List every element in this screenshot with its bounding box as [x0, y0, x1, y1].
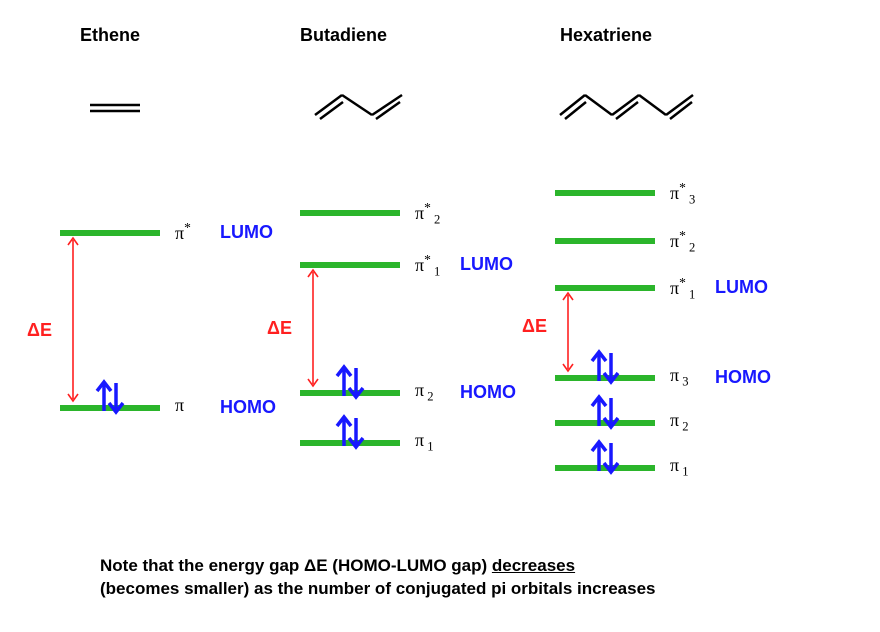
orbital-level: [300, 210, 400, 216]
homo-label: HOMO: [715, 367, 771, 388]
orbital-level: [555, 190, 655, 196]
homo-label: HOMO: [220, 397, 276, 418]
delta-e-label: ΔE: [27, 320, 52, 341]
title-butadiene: Butadiene: [300, 25, 387, 46]
lumo-label: LUMO: [460, 254, 513, 275]
delta-e-label: ΔE: [267, 318, 292, 339]
title-hexatriene: Hexatriene: [560, 25, 652, 46]
structure-hexatriene: [555, 85, 715, 125]
lumo-label: LUMO: [715, 277, 768, 298]
orbital-label: π* 1: [670, 275, 695, 303]
orbital-label: π* 2: [670, 228, 695, 256]
orbital-label: π 2: [415, 380, 434, 405]
lumo-label: LUMO: [220, 222, 273, 243]
orbital-label: π* 1: [415, 252, 440, 280]
caption: Note that the energy gap ΔE (HOMO-LUMO g…: [100, 555, 656, 601]
delta-e-label: ΔE: [522, 316, 547, 337]
electron-pair: [587, 347, 623, 387]
orbital-label: π*: [175, 220, 191, 244]
delta-e-arrow: [560, 291, 576, 373]
orbital-label: π 1: [415, 430, 434, 455]
orbital-label: π* 2: [415, 200, 440, 228]
electron-pair: [587, 437, 623, 477]
delta-e-arrow: [65, 236, 81, 403]
orbital-label: π: [175, 395, 184, 416]
caption-underlined: decreases: [492, 556, 575, 575]
orbital-label: π 1: [670, 455, 689, 480]
electron-pair: [92, 377, 128, 417]
electron-pair: [587, 392, 623, 432]
structure-ethene: [85, 95, 145, 125]
electron-pair: [332, 362, 368, 402]
orbital-label: π 3: [670, 365, 689, 390]
orbital-level: [555, 238, 655, 244]
caption-line2: (becomes smaller) as the number of conju…: [100, 579, 656, 598]
caption-line1-pre: Note that the energy gap ΔE (HOMO-LUMO g…: [100, 556, 492, 575]
orbital-label: π* 3: [670, 180, 695, 208]
delta-e-arrow: [305, 268, 321, 388]
homo-label: HOMO: [460, 382, 516, 403]
orbital-label: π 2: [670, 410, 689, 435]
title-ethene: Ethene: [80, 25, 140, 46]
electron-pair: [332, 412, 368, 452]
structure-butadiene: [310, 85, 420, 125]
